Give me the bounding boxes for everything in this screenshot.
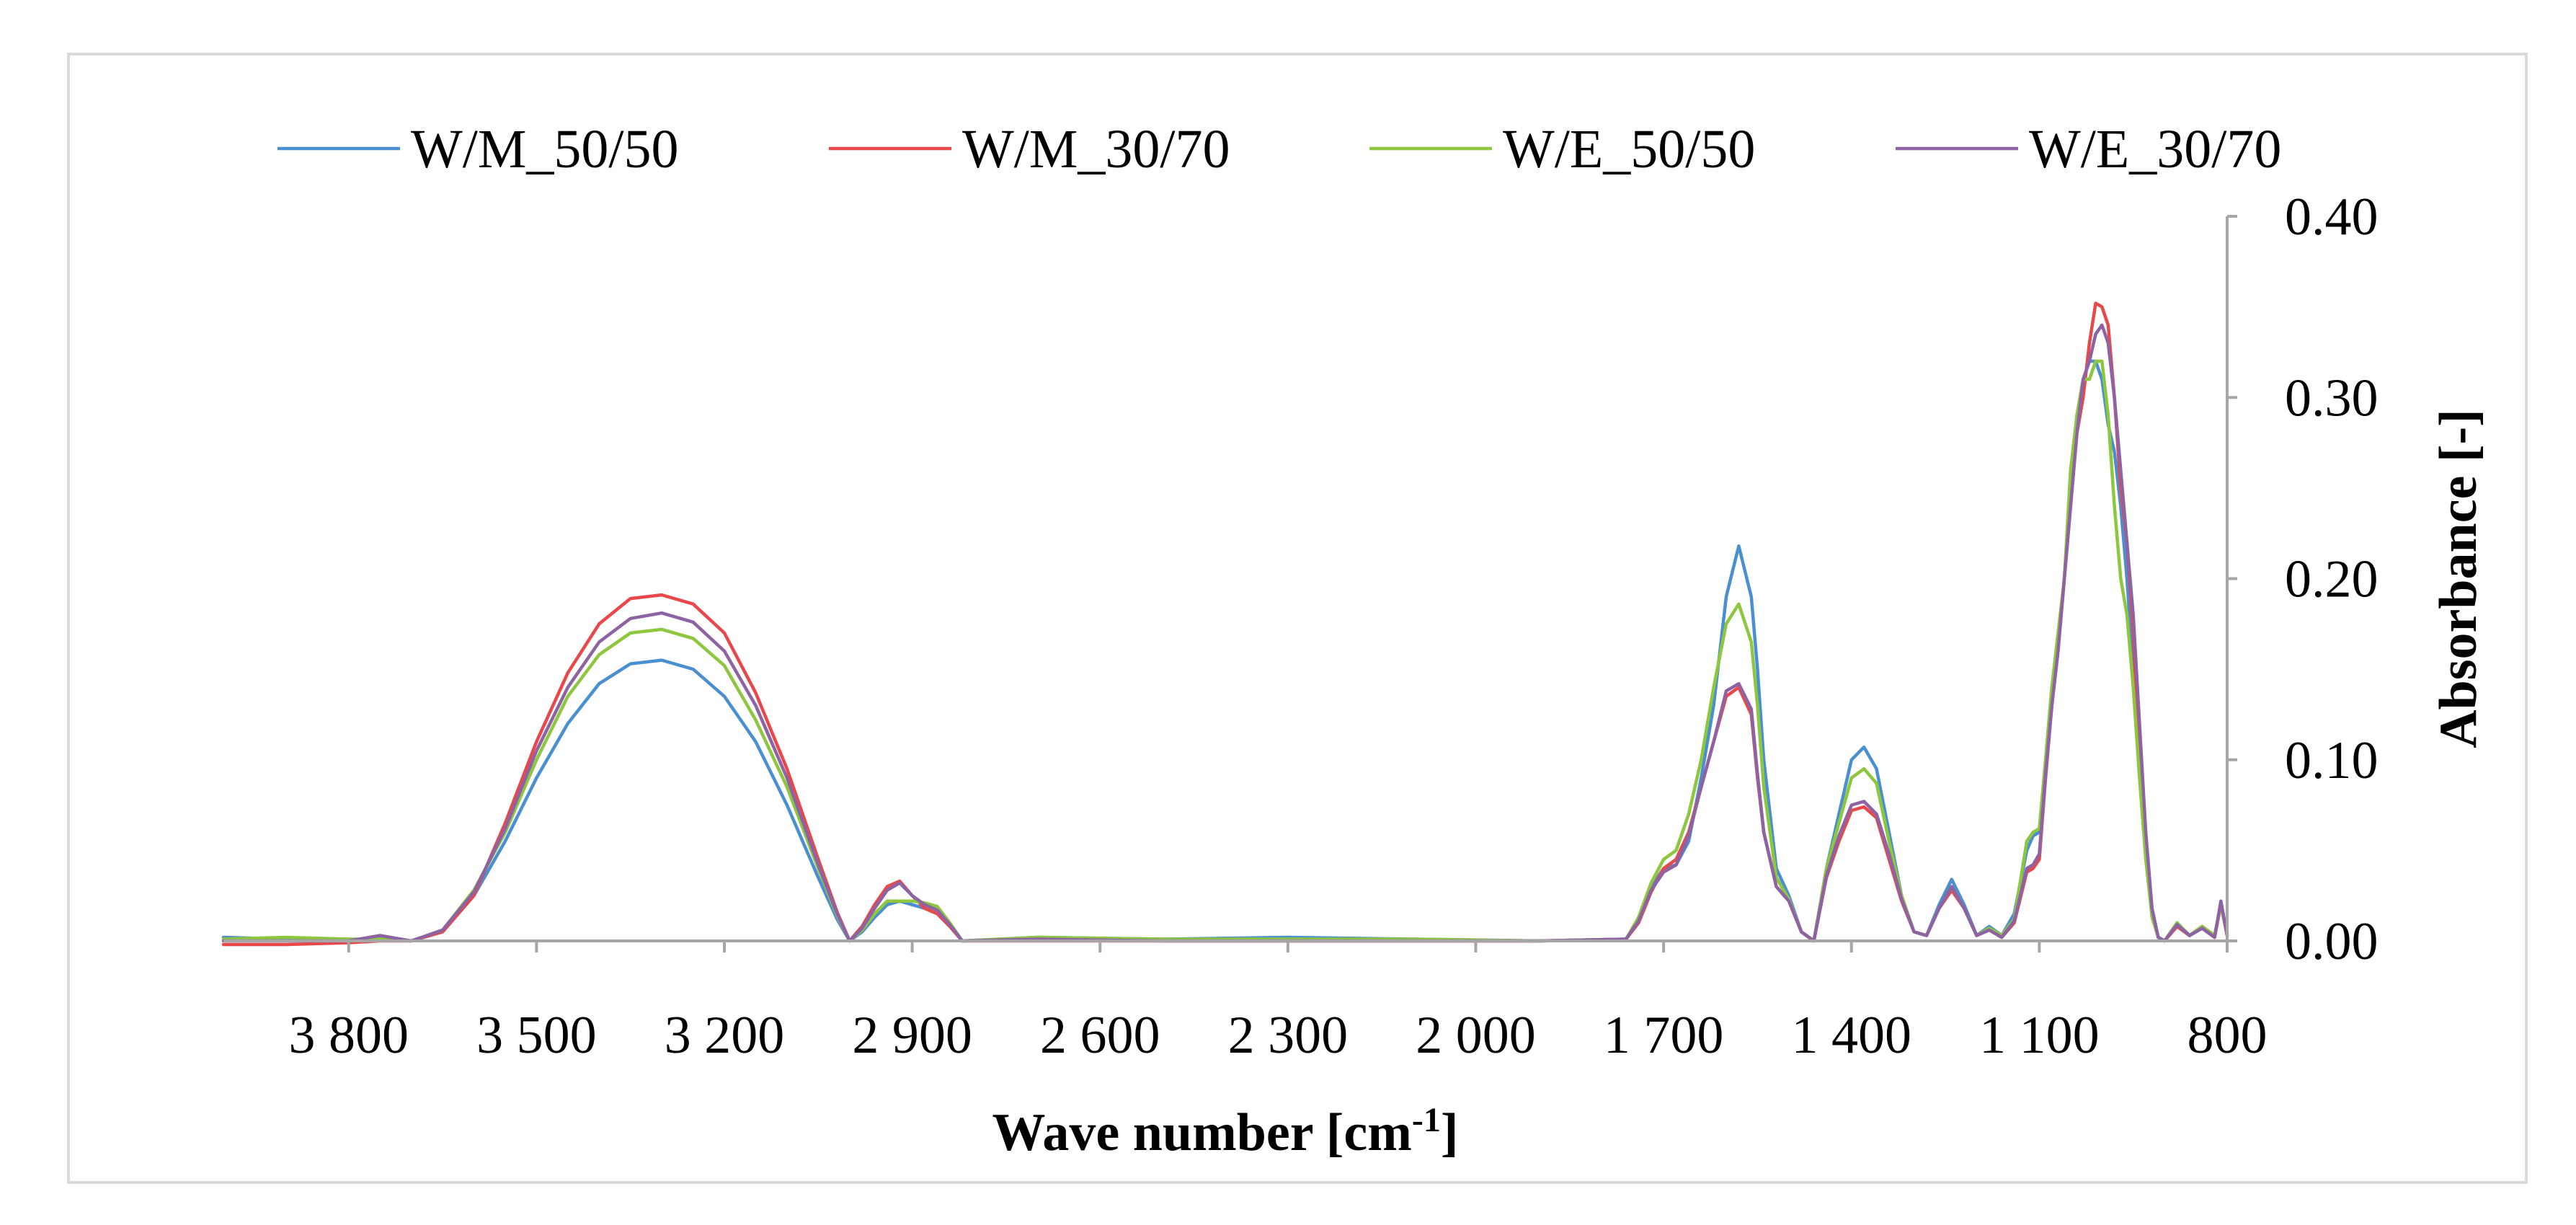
x-tick-label: 3 500 — [476, 1006, 597, 1065]
y-tick-label: 0.40 — [2285, 187, 2379, 247]
x-tick-label: 2 000 — [1416, 1006, 1536, 1065]
x-tick-label: 1 400 — [1792, 1006, 1912, 1065]
series-layer — [221, 301, 2229, 947]
y-axis-title: Absorbance [-] — [2429, 409, 2488, 748]
series-line-3 — [221, 323, 2229, 943]
series-line-2 — [221, 359, 2229, 943]
y-tick-label: 0.20 — [2285, 550, 2379, 609]
chart-frame — [67, 53, 2528, 1184]
x-ticks: 3 800 3 500 3 200 2 900 2 600 2 300 2 000 1 700… — [289, 941, 2268, 1065]
y-tick-label: 0.00 — [2285, 912, 2379, 971]
legend-label-1: W/M_30/70 — [962, 119, 1230, 180]
legend-label-0: W/M_50/50 — [411, 119, 679, 180]
x-axis-title-main: Wave number [cm — [992, 1103, 1412, 1162]
x-tick-label: 3 800 — [289, 1006, 409, 1065]
x-tick-label: 1 100 — [1979, 1006, 2100, 1065]
x-axis-title-superscript: -1 — [1412, 1101, 1441, 1139]
x-tick-label: 1 700 — [1604, 1006, 1724, 1065]
legend: W/M_50/50 W/M_30/70 W/E_50/50 W/E_30/70 — [277, 119, 2281, 180]
y-tick-label: 0.30 — [2285, 368, 2379, 428]
x-axis-title: Wave number [cm-1] — [992, 1101, 1459, 1163]
legend-label-3: W/E_30/70 — [2029, 119, 2281, 180]
y-tick-label: 0.10 — [2285, 731, 2379, 790]
x-tick-label: 2 600 — [1040, 1006, 1160, 1065]
x-tick-label: 800 — [2188, 1006, 2268, 1065]
x-tick-label: 2 900 — [852, 1006, 972, 1065]
x-axis-title-end: ] — [1441, 1103, 1459, 1162]
y-ticks: 0.00 0.10 0.20 0.30 0.40 — [2227, 187, 2379, 971]
series-line-0 — [221, 359, 2229, 943]
x-tick-label: 2 300 — [1228, 1006, 1349, 1065]
legend-label-2: W/E_50/50 — [1503, 119, 1755, 180]
x-tick-label: 3 200 — [665, 1006, 785, 1065]
